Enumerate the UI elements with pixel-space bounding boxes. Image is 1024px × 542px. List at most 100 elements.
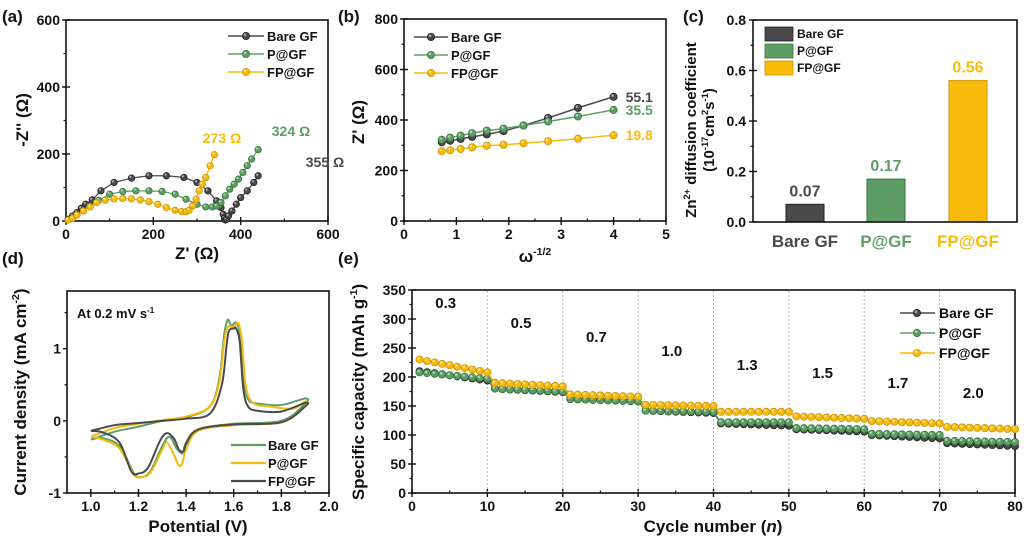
cv-curve (90, 321, 309, 479)
data-point (747, 407, 756, 416)
text-span: Cycle number ( (644, 517, 767, 536)
legend-label: P@GF (797, 44, 833, 58)
data-point (158, 187, 166, 196)
data-point (852, 414, 861, 423)
data-point (189, 202, 197, 210)
data-point-highlight (98, 188, 102, 191)
y-axis-title: Current density (mA cm-2) (10, 288, 30, 495)
legend-marker (913, 308, 922, 317)
x-tick-label: 30 (630, 498, 646, 514)
data-point (254, 172, 262, 180)
data-point-highlight (899, 419, 903, 423)
data-point (943, 422, 952, 431)
data-point-highlight (673, 402, 677, 406)
x-tick-label: 200 (142, 226, 166, 242)
data-point-highlight (959, 424, 963, 428)
data-point (762, 407, 771, 416)
data-point (145, 197, 153, 206)
data-point-highlight (470, 374, 473, 378)
data-point-highlight (432, 371, 435, 374)
data-point-highlight (234, 201, 237, 205)
data-point-highlight (485, 376, 488, 379)
data-point-highlight (703, 403, 707, 406)
data-point-highlight (786, 409, 790, 412)
data-point-highlight (521, 123, 524, 126)
data-point (837, 413, 846, 422)
data-point (747, 418, 756, 427)
data-point (92, 198, 101, 207)
data-point (913, 418, 922, 427)
data-point-highlight (111, 196, 115, 199)
data-point-highlight (839, 415, 842, 419)
data-point (202, 173, 210, 182)
data-point (935, 419, 944, 428)
data-point-highlight (575, 392, 579, 395)
data-point-highlight (718, 419, 722, 423)
data-point (603, 391, 612, 400)
data-point-highlight (681, 403, 684, 406)
data-point (754, 407, 763, 416)
data-point-highlight (801, 425, 805, 429)
data-point (232, 200, 240, 208)
data-point-highlight (658, 402, 661, 406)
data-point (528, 380, 537, 389)
rate-label: 1.5 (812, 365, 833, 382)
data-point-highlight (831, 415, 835, 418)
data-point (437, 135, 446, 144)
data-point-highlight (129, 175, 132, 179)
data-point (830, 413, 839, 422)
data-point-highlight (990, 425, 993, 429)
data-point-highlight (462, 365, 466, 369)
data-point (958, 423, 967, 432)
data-point-highlight (521, 140, 524, 144)
data-point (965, 423, 974, 432)
data-point-highlight (967, 425, 971, 428)
data-point-highlight (485, 369, 488, 373)
slope-label: 19.8 (626, 127, 653, 143)
data-point-highlight (81, 208, 84, 211)
y-tick-label: 0 (52, 213, 60, 229)
data-point (686, 401, 695, 410)
data-point (845, 414, 854, 423)
data-point-highlight (432, 359, 435, 363)
data-point (162, 172, 171, 180)
data-point-highlight (861, 416, 865, 419)
data-point-highlight (635, 394, 639, 397)
x-tick-label: 400 (229, 226, 253, 242)
data-point-highlight (94, 200, 97, 203)
data-point (905, 430, 914, 439)
data-point-highlight (914, 420, 918, 423)
data-point (875, 429, 884, 438)
data-point-highlight (846, 415, 850, 419)
data-point-highlight (545, 138, 549, 142)
data-point (110, 178, 118, 187)
rate-label: 0.5 (511, 315, 532, 332)
data-point (250, 178, 258, 187)
data-point-highlight (107, 191, 110, 195)
text-span: Zn (683, 199, 700, 217)
legend-label: FP@GF (267, 65, 314, 80)
x-tick-label: 3 (557, 226, 565, 242)
y-tick-label: 0.8 (727, 12, 747, 28)
data-point (701, 401, 710, 410)
data-point (724, 407, 733, 416)
data-point-highlight (1012, 426, 1016, 430)
data-point-highlight (982, 438, 986, 442)
data-point-highlight (507, 381, 511, 384)
data-point-highlight (779, 419, 782, 423)
data-point-highlight (428, 52, 432, 56)
data-point (127, 174, 136, 182)
data-point-highlight (959, 438, 963, 442)
panel-b: 0 200 400 600 800 0 1 2 3 4 5 ω-1/2 Z' (Ω) 55.135.5 19… (349, 11, 670, 266)
data-point (445, 371, 454, 380)
data-point (243, 162, 251, 170)
data-point-highlight (187, 207, 190, 211)
data-point-highlight (240, 170, 243, 173)
data-point (792, 412, 801, 421)
data-point-highlight (666, 402, 669, 406)
data-point (573, 103, 582, 112)
data-point-highlight (179, 209, 182, 212)
data-point-highlight (484, 128, 488, 131)
data-point-highlight (786, 419, 790, 423)
